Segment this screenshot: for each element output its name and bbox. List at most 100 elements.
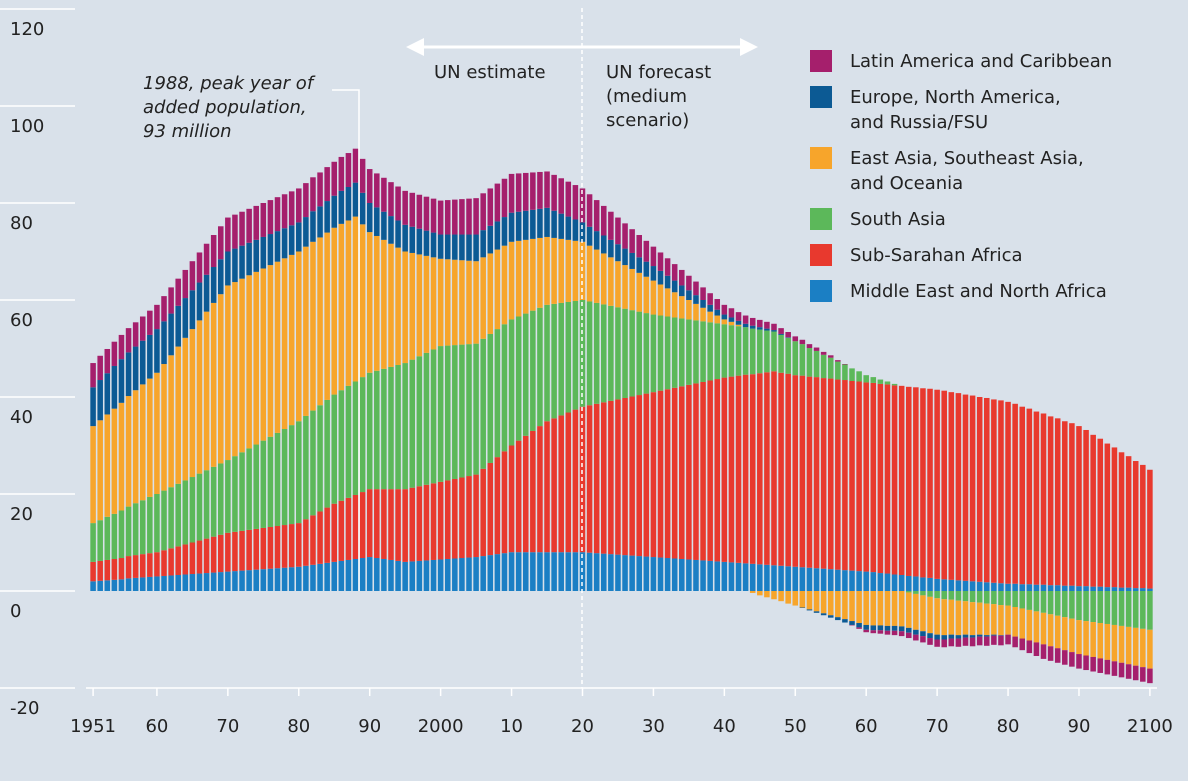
bar-segment [1104,587,1111,591]
bar-segment [338,190,345,224]
bar-segment [820,354,827,379]
legend-label: Sub-Sarahan Africa [850,245,1023,266]
bar-segment [920,388,926,578]
bar-segment [267,526,274,569]
bar-segment [210,466,217,537]
bar-segment [104,373,111,415]
bar-segment [402,190,408,225]
bar-segment [870,377,877,383]
bar-segment [948,579,955,591]
bar-segment [636,257,642,273]
bar-segment [905,386,912,576]
bar-segment [1019,638,1026,651]
bar-segment [359,558,366,591]
bar-segment [622,555,628,591]
bar-segment [891,625,898,631]
bar-segment [1132,588,1139,591]
bar-segment [437,481,444,560]
bar-segment [452,478,458,559]
bar-segment [749,317,756,326]
bar-segment [820,351,827,355]
bar-segment [955,635,962,639]
bar-segment [111,365,118,409]
bar-segment [721,314,728,320]
x-tick-label: 70 [216,716,239,737]
bar-segment [551,237,557,304]
bar-segment [168,313,174,356]
bar-segment [565,301,572,413]
bar-segment [345,220,352,386]
bar-segment [615,307,621,400]
bar-segment [891,630,898,636]
bar-segment [778,334,784,373]
bar-segment [650,266,657,281]
bar-segment [551,174,557,211]
bar-segment [260,203,267,237]
bar-segment [693,383,699,560]
bar-segment [267,436,274,527]
bar-segment [976,591,983,603]
bar-segment [480,556,486,591]
bar-segment [1076,654,1082,669]
estimate-label: UN estimate [434,62,546,83]
bar-segment [537,307,543,427]
bar-segment [1140,628,1146,668]
bar-segment [452,259,458,346]
bar-segment [118,579,125,591]
bar-segment [182,298,189,338]
bar-segment [437,200,444,235]
bar-segment [480,468,486,557]
bar-segment [799,591,806,608]
bar-segment [1040,584,1047,591]
bar-segment [1069,591,1075,619]
bar-segment [572,219,579,241]
y-tick-label: 0 [10,601,21,622]
legend-label: Europe, North America, and Russia/FSU [850,87,1061,133]
bar-segment [515,316,522,441]
bar-segment [125,556,132,579]
bar-segment [324,507,330,563]
bar-segment [934,578,940,591]
bar-segment [927,577,933,591]
bar-segment [267,200,274,235]
bar-segment [530,430,536,553]
bar-segment [437,559,444,591]
bar-segment [976,636,983,646]
bar-segment [409,359,416,488]
bar-segment [1147,668,1153,684]
bar-segment [161,550,167,576]
bar-segment [593,553,600,591]
bar-segment [898,574,905,591]
bar-segment [1132,627,1139,666]
bar-segment [927,638,933,645]
bar-segment [1111,591,1118,625]
bar-segment [998,400,1004,584]
bar-segment [955,393,962,581]
bar-segment [324,562,330,591]
bar-segment [792,341,799,376]
bar-segment [664,316,671,390]
bar-segment [253,271,259,445]
bar-segment [884,591,891,626]
bar-segment [473,198,479,235]
bar-segment [352,381,359,495]
bar-segment [111,341,118,366]
bar-segment [381,558,387,591]
bar-segment [416,486,423,561]
bar-segment [537,171,543,209]
bar-segment [253,528,259,570]
bar-segment [274,432,281,527]
bar-segment [274,526,281,569]
bar-segment [296,523,302,567]
bar-segment [537,237,543,308]
bar-segment [338,560,345,591]
bar-segment [714,379,721,562]
bar-segment [1097,438,1104,587]
y-tick-label: -20 [10,698,39,719]
bar-segment [388,489,394,560]
bar-segment [331,195,338,228]
bar-segment [735,320,742,325]
bar-segment [572,409,579,553]
bar-segment [721,324,728,378]
bar-segment [572,552,579,591]
